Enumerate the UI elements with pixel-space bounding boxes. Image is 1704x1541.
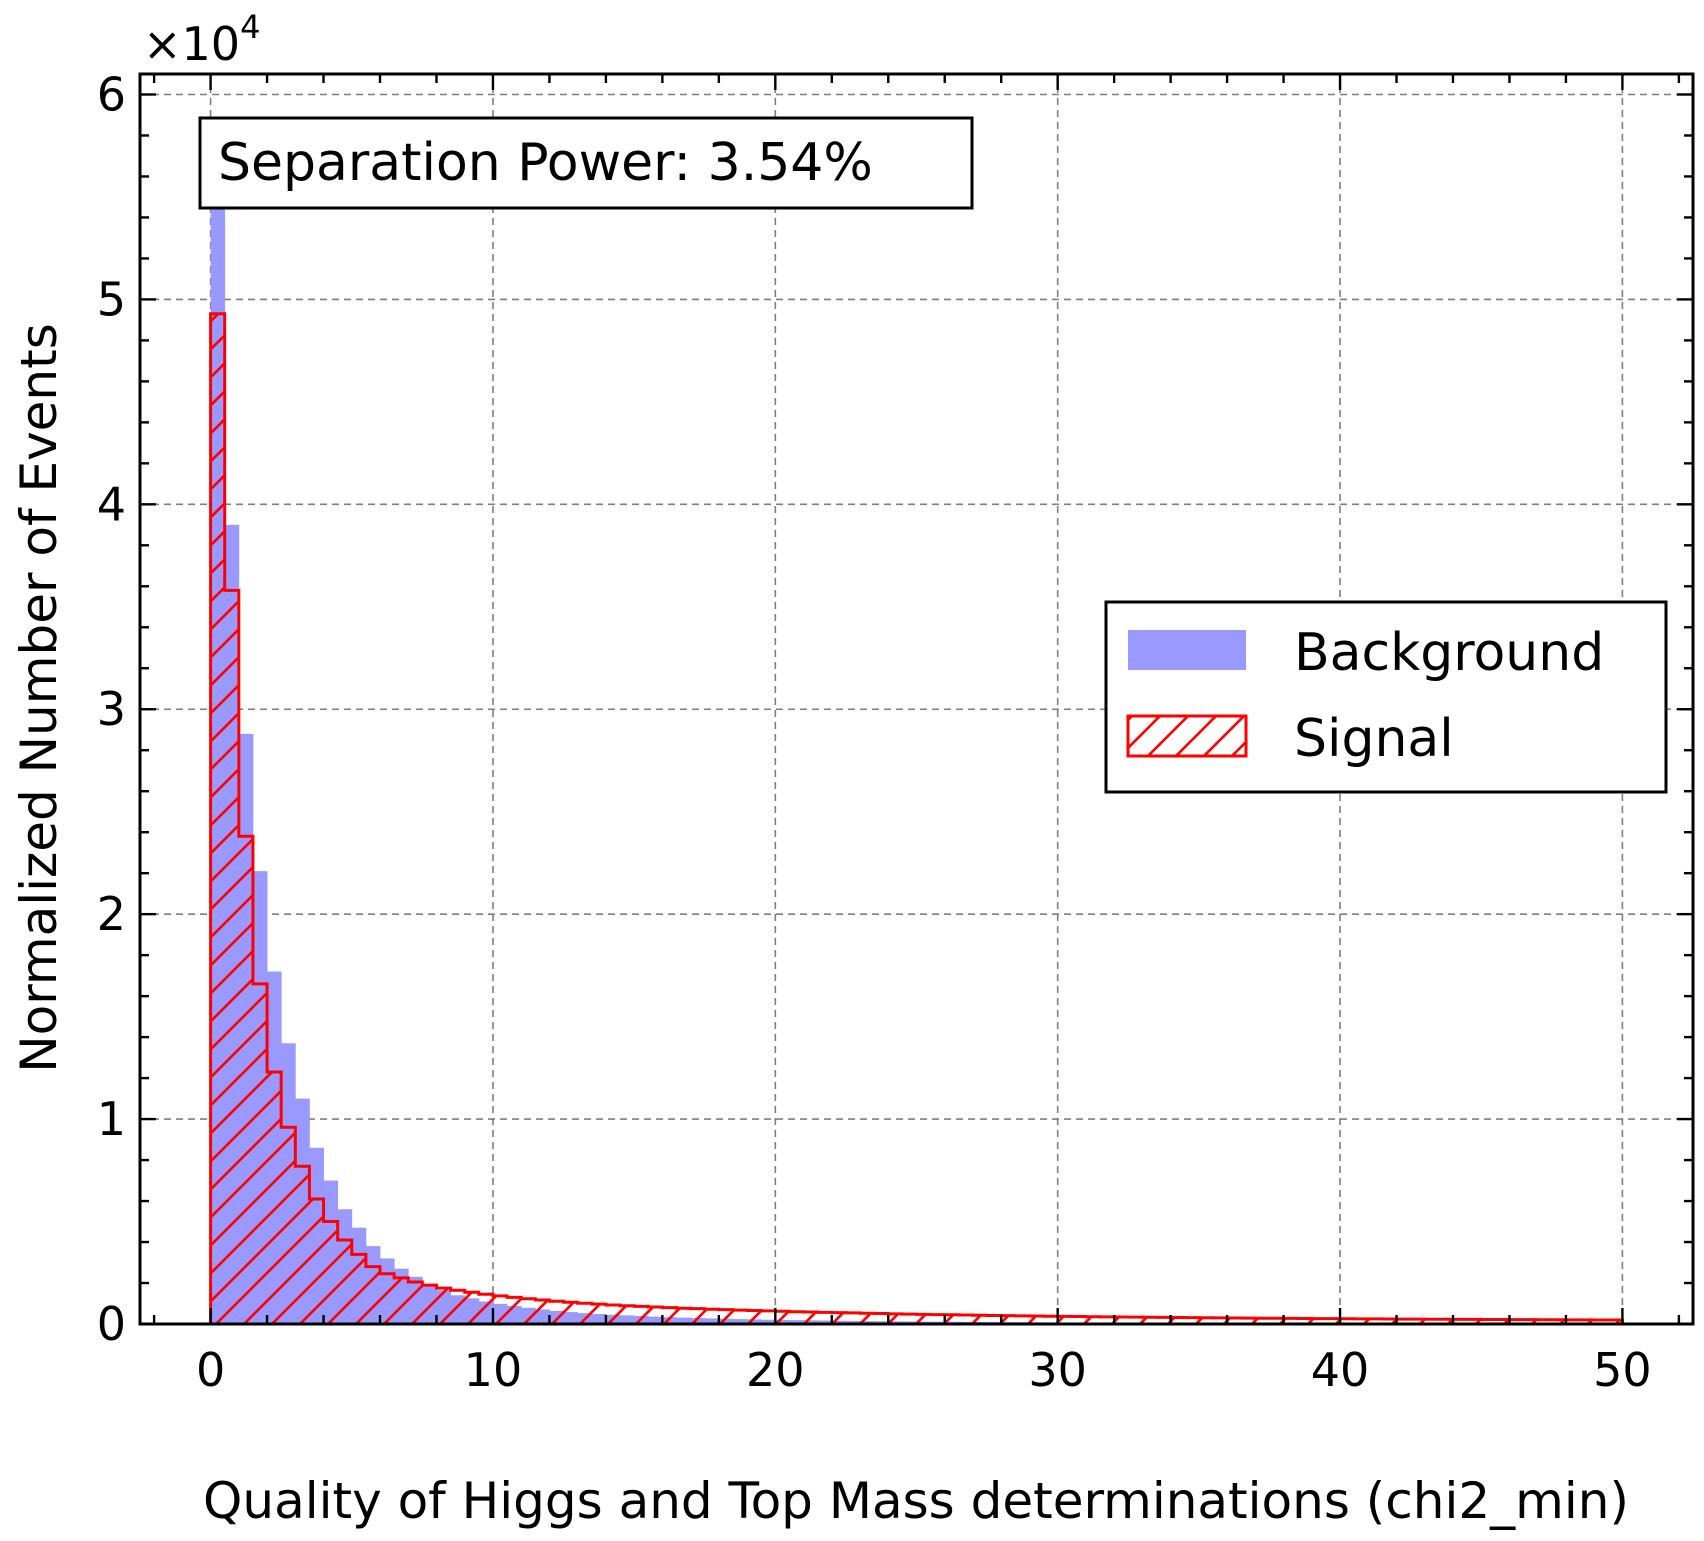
signal-hatch-fill <box>210 313 1623 1324</box>
x-tick-label-4: 40 <box>1311 1343 1370 1397</box>
legend: Background Signal <box>1104 600 1668 794</box>
y-tick-labels: 0 1 2 3 4 5 6 <box>97 67 126 1351</box>
legend-signal-swatch <box>1126 714 1248 758</box>
x-tick-label-2: 20 <box>746 1343 805 1397</box>
annotation-box: Separation Power: 3.54% <box>198 116 974 210</box>
legend-background-label: Background <box>1294 623 1604 683</box>
signal-step-line <box>209 312 1624 1324</box>
x-axis-label: Quality of Higgs and Top Mass determinat… <box>203 1472 1629 1530</box>
x-tick-labels: 0 10 20 30 40 50 <box>196 1343 1652 1397</box>
y-tick-label-3: 3 <box>97 682 126 736</box>
annotation-frame <box>198 116 974 210</box>
plot-frame <box>138 72 1695 1326</box>
legend-signal-label: Signal <box>1294 709 1454 769</box>
y-tick-label-0: 0 <box>97 1297 126 1351</box>
y-tick-label-4: 4 <box>97 477 126 531</box>
x-tick-label-0: 0 <box>196 1343 225 1397</box>
x-tick-label-3: 30 <box>1028 1343 1087 1397</box>
y-axis-label: Normalized Number of Events <box>10 323 68 1073</box>
y-tick-label-1: 1 <box>97 1092 126 1146</box>
signal-histogram <box>209 312 1624 1324</box>
y-tick-label-6: 6 <box>97 67 126 121</box>
y-multiplier-exponent: 4 <box>240 8 260 46</box>
x-tick-label-5: 50 <box>1593 1343 1652 1397</box>
y-tick-label-2: 2 <box>97 887 126 941</box>
x-tick-label-1: 10 <box>464 1343 523 1397</box>
y-multiplier-label: ×104 <box>143 8 260 71</box>
y-tick-label-5: 5 <box>97 272 126 326</box>
separation-power-text: Separation Power: 3.54% <box>218 133 873 193</box>
legend-background-swatch <box>1128 630 1246 670</box>
